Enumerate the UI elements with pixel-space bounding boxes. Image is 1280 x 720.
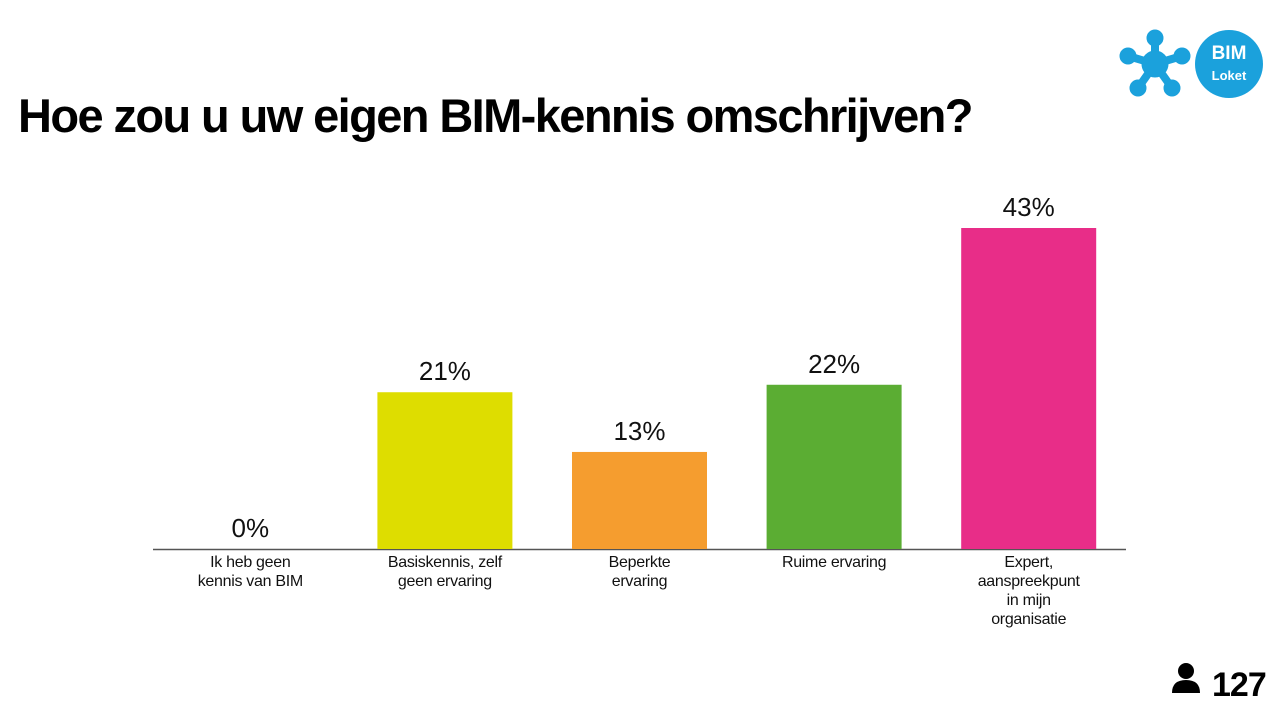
response-count: 127 [1212,666,1266,704]
x-tick-label: Basiskennis, zelf geen ervaring [387,554,502,590]
value-label: 21% [419,356,471,386]
value-label: 43% [1003,192,1055,222]
value-label: 0% [232,513,270,543]
x-tick-label: Ruime ervaring [781,554,887,571]
value-label: 13% [613,416,665,446]
logo-icon [1119,29,1191,97]
logo-text: BIM [1212,43,1247,64]
logo-badge [1195,30,1263,98]
chart-title: Hoe zou u uw eigen BIM-kennis omschrijve… [18,89,973,142]
bar [961,228,1097,549]
bar [766,384,902,549]
bar [377,392,513,549]
x-tick-label: Expert, aanspreekpunt in mijn organisati… [977,554,1080,628]
x-tick-label: Beperkte ervaring [608,554,671,590]
logo-text: Loket [1212,68,1247,83]
value-label: 22% [808,349,860,379]
x-tick-label: Ik heb geen kennis van BIM [197,554,303,590]
person-icon [1172,663,1200,693]
bar [572,451,707,549]
